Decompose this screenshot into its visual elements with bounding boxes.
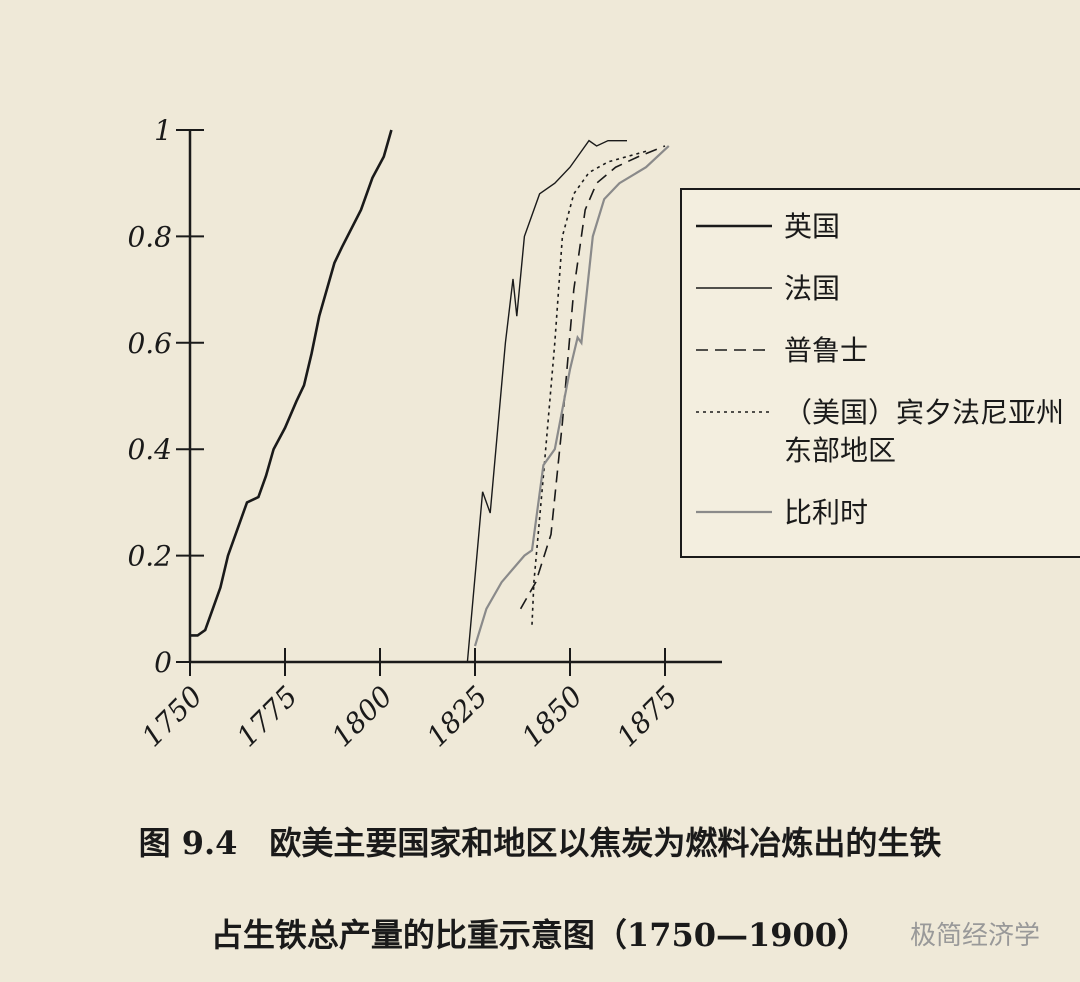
x-tick-label: 1800 [325,680,399,754]
legend-label: 法国 [784,272,841,305]
y-tick-label: 0.4 [127,433,172,466]
legend-label: 普鲁士 [784,334,869,367]
data-line [519,145,666,610]
data-line [190,129,393,637]
watermark: 极简经济学 [909,921,1040,951]
legend-entry: 英国 [694,208,1080,246]
x-tick-label: 1875 [610,680,684,754]
data-line [531,150,647,625]
x-tick-label: 1750 [135,680,209,754]
data-line [473,145,670,647]
y-tick-label: 0.8 [127,220,172,253]
legend-entry: 法国 [694,270,1080,308]
x-tick-label: 1850 [515,680,589,754]
caption: 占生铁总产量的比重示意图（1750—1900） [210,916,870,954]
legend-entry: 普鲁士 [694,332,1080,370]
legend-label: 比利时 [784,496,869,529]
data-line [466,139,627,663]
legend-label: （美国）宾夕法尼亚州东部地区 [784,396,1065,467]
legend-swatch [696,287,772,289]
caption: 图 9.4 欧美主要国家和地区以焦炭为燃料冶炼出的生铁 [138,824,942,862]
legend-entry: （美国）宾夕法尼亚州东部地区 [694,394,1080,470]
x-tick-label: 1825 [420,680,494,754]
y-tick-label: 0 [154,646,172,679]
legend-swatch [696,510,772,514]
chart: 0 0.2 0.4 0.6 0.8 1 1750 1775 1800 1825 1850 1875 [127,114,722,754]
x-tick-label: 1775 [230,680,304,754]
legend: 英国法国普鲁士 （美国）宾夕法尼亚州东部地区比利时 [680,188,1080,558]
y-tick-label: 1 [154,114,172,147]
legend-entry: 比利时 [694,494,1080,532]
legend-swatch [696,411,772,413]
y-tick-label: 0.2 [127,540,172,573]
legend-swatch [696,224,772,228]
legend-swatch [696,349,772,351]
y-tick-label: 0.6 [127,327,172,360]
legend-label: 英国 [784,210,841,243]
